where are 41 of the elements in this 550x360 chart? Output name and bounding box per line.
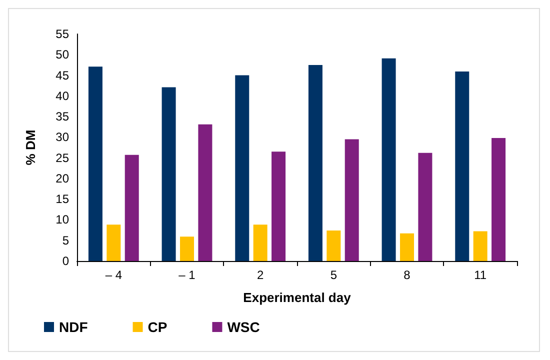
y-tick-label: 40 (56, 88, 70, 103)
bar (473, 231, 488, 261)
bar (124, 154, 139, 261)
bar (400, 233, 414, 261)
y-tick-label: 50 (56, 48, 70, 62)
x-axis-title: Experimental day (243, 290, 352, 305)
x-tick-label: – 4 (105, 268, 122, 282)
bar (235, 75, 250, 261)
legend-label: NDF (59, 319, 88, 335)
y-tick-label: 15 (56, 192, 70, 206)
bar (198, 124, 212, 261)
x-tick-label: 5 (330, 268, 338, 282)
legend-label: CP (148, 319, 168, 335)
y-axis-title: % DM (23, 130, 38, 166)
bar (272, 152, 286, 261)
bar (106, 224, 121, 261)
bar (180, 236, 194, 261)
bar (326, 230, 341, 261)
x-tick-label: 2 (256, 268, 264, 282)
y-tick-label: 35 (56, 110, 70, 124)
bar (308, 64, 322, 261)
bar (492, 138, 506, 261)
bar (88, 66, 102, 261)
y-tick-label: 5 (62, 233, 70, 248)
x-tick-label: 11 (474, 268, 487, 282)
bar (162, 87, 176, 261)
y-tick-label: 10 (56, 212, 70, 227)
bar (382, 58, 396, 261)
y-tick-label: 55 (56, 27, 70, 41)
x-tick-label: – 1 (178, 268, 196, 282)
bar (344, 139, 359, 261)
legend-label: WSC (227, 319, 260, 335)
bar (253, 224, 268, 261)
y-tick-label: 0 (62, 254, 70, 268)
x-tick-label: 8 (404, 268, 411, 282)
y-tick-label: 20 (56, 171, 70, 186)
y-tick-label: 25 (56, 150, 70, 165)
y-tick-label: 45 (56, 68, 70, 82)
bar (455, 72, 470, 261)
y-tick-label: 30 (56, 130, 70, 144)
bar (418, 152, 432, 261)
